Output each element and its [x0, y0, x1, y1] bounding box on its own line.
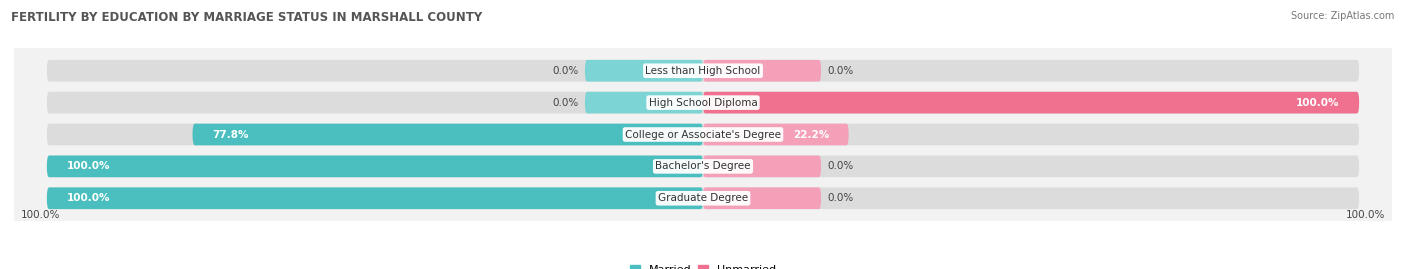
Text: 22.2%: 22.2%: [793, 129, 830, 140]
Text: 0.0%: 0.0%: [553, 98, 578, 108]
Text: Source: ZipAtlas.com: Source: ZipAtlas.com: [1291, 11, 1395, 21]
FancyBboxPatch shape: [193, 124, 703, 145]
Text: 0.0%: 0.0%: [828, 66, 853, 76]
Text: 77.8%: 77.8%: [212, 129, 249, 140]
Text: 100.0%: 100.0%: [66, 161, 110, 171]
Legend: Married, Unmarried: Married, Unmarried: [630, 265, 776, 269]
FancyBboxPatch shape: [46, 155, 1360, 177]
FancyBboxPatch shape: [703, 60, 821, 82]
FancyBboxPatch shape: [46, 187, 703, 209]
Text: Less than High School: Less than High School: [645, 66, 761, 76]
FancyBboxPatch shape: [46, 60, 1360, 82]
FancyBboxPatch shape: [585, 92, 703, 114]
Text: 100.0%: 100.0%: [66, 193, 110, 203]
FancyBboxPatch shape: [46, 92, 1360, 114]
Text: 0.0%: 0.0%: [828, 193, 853, 203]
Text: 0.0%: 0.0%: [828, 161, 853, 171]
FancyBboxPatch shape: [703, 187, 821, 209]
Text: 0.0%: 0.0%: [553, 66, 578, 76]
FancyBboxPatch shape: [703, 155, 821, 177]
Text: Bachelor's Degree: Bachelor's Degree: [655, 161, 751, 171]
FancyBboxPatch shape: [46, 124, 1360, 145]
FancyBboxPatch shape: [703, 124, 849, 145]
FancyBboxPatch shape: [46, 155, 703, 177]
FancyBboxPatch shape: [703, 92, 1360, 114]
FancyBboxPatch shape: [46, 187, 1360, 209]
Text: 100.0%: 100.0%: [1296, 98, 1340, 108]
Text: FERTILITY BY EDUCATION BY MARRIAGE STATUS IN MARSHALL COUNTY: FERTILITY BY EDUCATION BY MARRIAGE STATU…: [11, 11, 482, 24]
Text: 100.0%: 100.0%: [1346, 210, 1385, 220]
Text: Graduate Degree: Graduate Degree: [658, 193, 748, 203]
Text: High School Diploma: High School Diploma: [648, 98, 758, 108]
Text: 100.0%: 100.0%: [21, 210, 60, 220]
Text: College or Associate's Degree: College or Associate's Degree: [626, 129, 780, 140]
FancyBboxPatch shape: [585, 60, 703, 82]
